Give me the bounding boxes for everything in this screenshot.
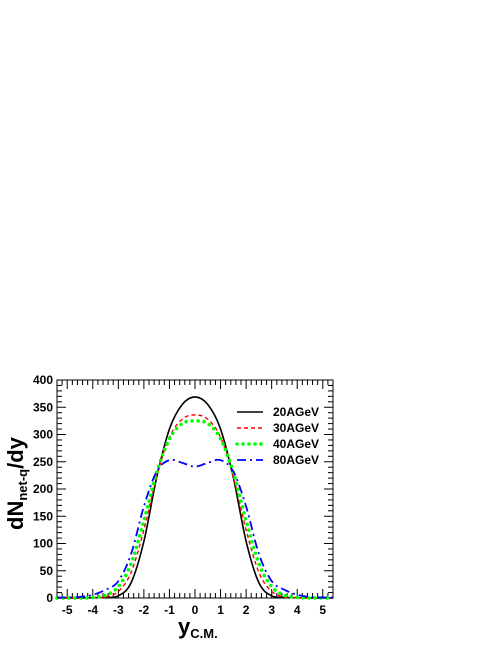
x-axis-title: yC.M. xyxy=(178,614,218,641)
series-line-80agev xyxy=(56,458,334,599)
x-tick-label: 4 xyxy=(294,603,301,617)
legend-label-30agev: 30AGeV xyxy=(273,421,319,435)
y-tick-label: 0 xyxy=(46,591,53,605)
y-axis-title-main: dN xyxy=(3,501,28,530)
x-tick-label: -5 xyxy=(62,603,73,617)
legend-label-20agev: 20AGeV xyxy=(273,405,319,419)
y-tick-label: 300 xyxy=(33,428,53,442)
y-tick-label: 400 xyxy=(33,373,53,387)
x-axis-title-sub: C.M. xyxy=(190,626,217,641)
series-line-30agev xyxy=(57,414,333,599)
legend: 20AGeV 30AGeV 40AGeV 80AGeV xyxy=(235,405,319,467)
x-tick-label: -4 xyxy=(87,603,98,617)
x-tick-label: 2 xyxy=(243,603,250,617)
y-tick-label: 200 xyxy=(33,482,53,496)
x-tick-label: 3 xyxy=(268,603,275,617)
x-axis-title-main: y xyxy=(178,614,191,639)
x-tick-label: -2 xyxy=(139,603,150,617)
legend-label-80agev: 80AGeV xyxy=(273,453,319,467)
y-tick-label: 350 xyxy=(33,400,53,414)
y-axis-title: dNnet-q/dy xyxy=(3,436,30,530)
x-tick-label: 0 xyxy=(192,603,199,617)
y-axis-title-suffix: /dy xyxy=(3,436,28,469)
legend-label-40agev: 40AGeV xyxy=(273,437,319,451)
y-tick-label: 100 xyxy=(33,537,53,551)
x-tick-label: 1 xyxy=(217,603,224,617)
x-tick-label: 5 xyxy=(319,603,326,617)
y-tick-label: 50 xyxy=(40,564,54,578)
y-axis-title-sub: net-q xyxy=(15,469,30,501)
data-series xyxy=(55,396,335,600)
x-tick-label: -3 xyxy=(113,603,124,617)
x-tick-label: -1 xyxy=(164,603,175,617)
y-tick-label: 250 xyxy=(33,455,53,469)
y-tick-label: 150 xyxy=(33,509,53,523)
